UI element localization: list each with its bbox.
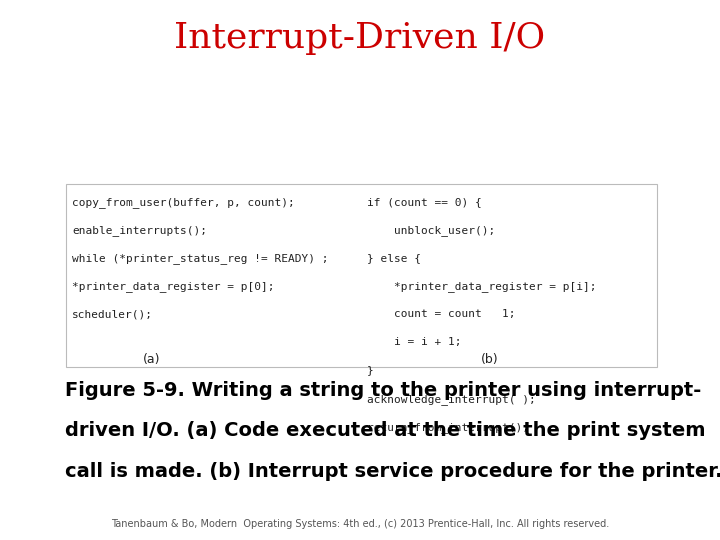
Text: while (*printer_status_reg != READY) ;: while (*printer_status_reg != READY) ;	[72, 253, 328, 264]
Text: call is made. (b) Interrupt service procedure for the printer.: call is made. (b) Interrupt service proc…	[65, 462, 720, 481]
Text: Tanenbaum & Bo, Modern  Operating Systems: 4th ed., (c) 2013 Prentice-Hall, Inc.: Tanenbaum & Bo, Modern Operating Systems…	[111, 519, 609, 529]
Text: enable_interrupts();: enable_interrupts();	[72, 225, 207, 236]
Text: unblock_user();: unblock_user();	[367, 225, 495, 236]
Text: count = count   1;: count = count 1;	[367, 309, 516, 320]
Text: Figure 5-9. Writing a string to the printer using interrupt-: Figure 5-9. Writing a string to the prin…	[65, 381, 701, 400]
Text: (a): (a)	[143, 353, 160, 366]
Text: *printer_data_register = p[i];: *printer_data_register = p[i];	[367, 281, 597, 292]
Text: scheduler();: scheduler();	[72, 309, 153, 320]
Text: return_from_interrupt();: return_from_interrupt();	[367, 422, 529, 433]
Text: }: }	[367, 366, 374, 376]
Text: acknowledge_interrupt( );: acknowledge_interrupt( );	[367, 394, 536, 404]
Text: (b): (b)	[481, 353, 498, 366]
Text: if (count == 0) {: if (count == 0) {	[367, 197, 482, 207]
Text: } else {: } else {	[367, 253, 421, 264]
Text: driven I/O. (a) Code executed at the time the print system: driven I/O. (a) Code executed at the tim…	[65, 421, 706, 440]
Text: i = i + 1;: i = i + 1;	[367, 338, 462, 348]
Text: copy_from_user(buffer, p, count);: copy_from_user(buffer, p, count);	[72, 197, 294, 208]
Text: Interrupt-Driven I/O: Interrupt-Driven I/O	[174, 21, 546, 55]
Text: *printer_data_register = p[0];: *printer_data_register = p[0];	[72, 281, 274, 292]
FancyBboxPatch shape	[66, 184, 657, 367]
